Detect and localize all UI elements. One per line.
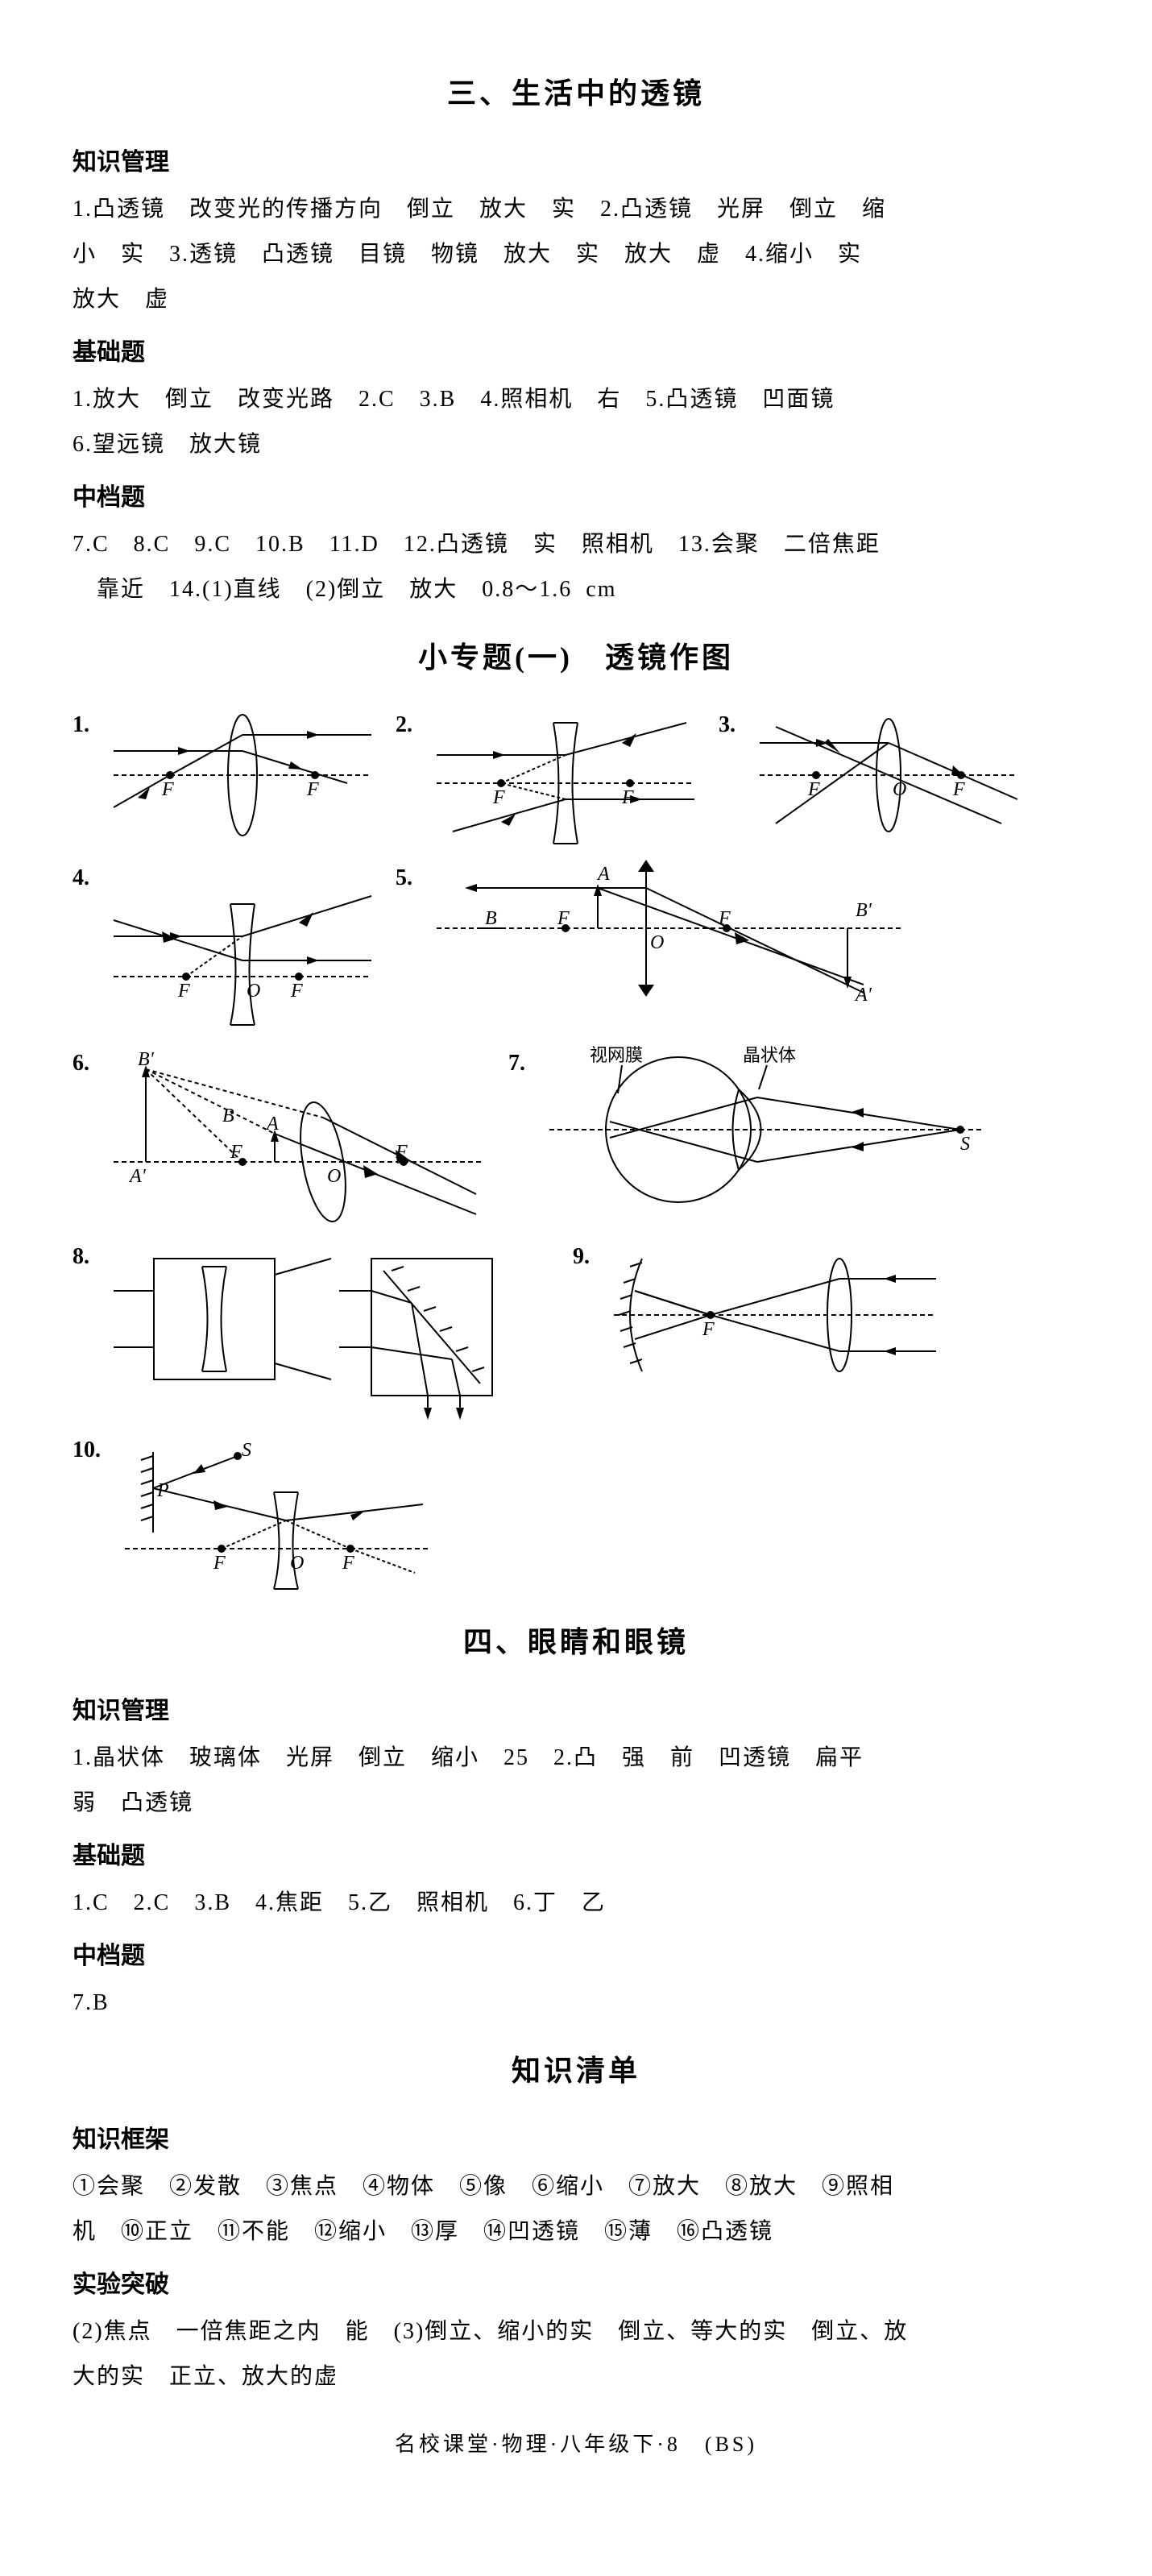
svg-text:O: O — [327, 1166, 341, 1187]
knowledge-heading-4: 知识管理 — [73, 1687, 1079, 1736]
crystal-lens-label: 晶状体 — [743, 1045, 796, 1065]
svg-text:O: O — [650, 932, 664, 953]
diagram-6: F F O A B' A' B — [106, 1041, 492, 1226]
mid-line: 靠近 14.(1)直线 (2)倒立 放大 0.8～1.6 cm — [73, 567, 1079, 612]
mid-line: 7.C 8.C 9.C 10.B 11.D 12.凸透镜 实 照相机 13.会聚… — [73, 522, 1079, 567]
special-1-title: 小专题(一) 透镜作图 — [73, 628, 1079, 687]
basic-line: 1.C 2.C 3.B 4.焦距 5.乙 照相机 6.丁 乙 — [73, 1881, 1079, 1926]
framework-line: ①会聚 ②发散 ③焦点 ④物体 ⑤像 ⑥缩小 ⑦放大 ⑧放大 ⑨照相 — [73, 2164, 1079, 2209]
mid-heading-3: 中档题 — [73, 474, 1079, 522]
retina-label: 视网膜 — [590, 1045, 643, 1065]
knowledge-line: 1.凸透镜 改变光的传播方向 倒立 放大 实 2.凸透镜 光屏 倒立 缩 — [73, 187, 1079, 232]
svg-text:S: S — [960, 1134, 970, 1155]
diagram-2: F F — [429, 703, 702, 848]
svg-text:A': A' — [128, 1166, 147, 1187]
knowledge-line: 小 实 3.透镜 凸透镜 目镜 物镜 放大 实 放大 虚 4.缩小 实 — [73, 232, 1079, 277]
framework-heading: 知识框架 — [73, 2116, 1079, 2164]
mid-line: 7.B — [73, 1981, 1079, 2026]
diagram-row-5: 10. F F O S P — [73, 1428, 1079, 1597]
diagram-7: 视网膜 晶状体 S — [541, 1041, 992, 1218]
diagram-3: F F O — [752, 703, 1026, 848]
experiment-line: (2)焦点 一倍焦距之内 能 (3)倒立、缩小的实 倒立、等大的实 倒立、放 — [73, 2309, 1079, 2354]
section-3-title: 三、生活中的透镜 — [73, 64, 1079, 122]
svg-text:F: F — [290, 981, 303, 1002]
experiment-heading: 实验突破 — [73, 2261, 1079, 2309]
svg-text:F: F — [306, 779, 319, 800]
diagram-row-1: 1. F F 2. F — [73, 703, 1079, 848]
knowledge-line: 弱 凸透镜 — [73, 1781, 1079, 1826]
svg-text:F: F — [702, 1319, 715, 1340]
experiment-line: 大的实 正立、放大的虚 — [73, 2354, 1079, 2400]
diagram-5-label: 5. — [396, 856, 412, 901]
diagram-4-label: 4. — [73, 856, 89, 901]
svg-text:O: O — [290, 1553, 304, 1574]
diagram-6-label: 6. — [73, 1041, 89, 1086]
knowledge-line: 1.晶状体 玻璃体 光屏 倒立 缩小 25 2.凸 强 前 凹透镜 扁平 — [73, 1736, 1079, 1781]
svg-text:F: F — [492, 787, 505, 808]
knowledge-heading-3: 知识管理 — [73, 139, 1079, 187]
basic-heading-3: 基础题 — [73, 329, 1079, 377]
diagram-10-label: 10. — [73, 1428, 101, 1473]
basic-line: 1.放大 倒立 改变光路 2.C 3.B 4.照相机 右 5.凸透镜 凹面镜 — [73, 377, 1079, 422]
section-4-title: 四、眼睛和眼镜 — [73, 1613, 1079, 1671]
svg-text:F: F — [213, 1553, 226, 1574]
framework-line: 机 ⑩正立 ⑪不能 ⑫缩小 ⑬厚 ⑭凹透镜 ⑮薄 ⑯凸透镜 — [73, 2209, 1079, 2255]
svg-text:A': A' — [854, 985, 872, 1006]
diagram-3-label: 3. — [719, 703, 736, 748]
diagram-2-label: 2. — [396, 703, 412, 748]
svg-text:F: F — [177, 981, 190, 1002]
diagram-row-2: 4. F F O 5. — [73, 856, 1079, 1033]
diagram-8 — [106, 1234, 557, 1420]
diagram-7-label: 7. — [508, 1041, 525, 1086]
svg-text:F: F — [342, 1553, 354, 1574]
svg-text:S: S — [242, 1440, 251, 1461]
knowledge-line: 放大 虚 — [73, 277, 1079, 322]
svg-text:F: F — [161, 779, 174, 800]
diagram-1-label: 1. — [73, 703, 89, 748]
diagram-8-label: 8. — [73, 1234, 89, 1280]
diagram-9: F — [606, 1234, 944, 1396]
svg-text:A: A — [596, 864, 610, 885]
page-footer: 名校课堂·物理·八年级下·8 (BS) — [73, 2424, 1079, 2466]
diagram-row-4: 8. — [73, 1234, 1079, 1420]
svg-text:B: B — [485, 908, 497, 929]
diagram-10: F F O S P — [117, 1428, 439, 1597]
basic-heading-4: 基础题 — [73, 1832, 1079, 1881]
svg-text:O: O — [247, 981, 260, 1002]
mid-heading-4: 中档题 — [73, 1932, 1079, 1981]
diagram-9-label: 9. — [573, 1234, 590, 1280]
diagram-1: F F — [106, 703, 379, 848]
checklist-title: 知识清单 — [73, 2042, 1079, 2100]
basic-line: 6.望远镜 放大镜 — [73, 422, 1079, 467]
diagram-4: F F O — [106, 856, 379, 1033]
svg-text:F: F — [952, 779, 965, 800]
diagram-5: F F O A B B' A' — [429, 856, 912, 1033]
diagram-row-3: 6. F F O A B' A' B 7. — [73, 1041, 1079, 1226]
svg-text:A: A — [265, 1114, 279, 1135]
svg-text:B': B' — [856, 900, 872, 921]
svg-text:F: F — [557, 908, 570, 929]
